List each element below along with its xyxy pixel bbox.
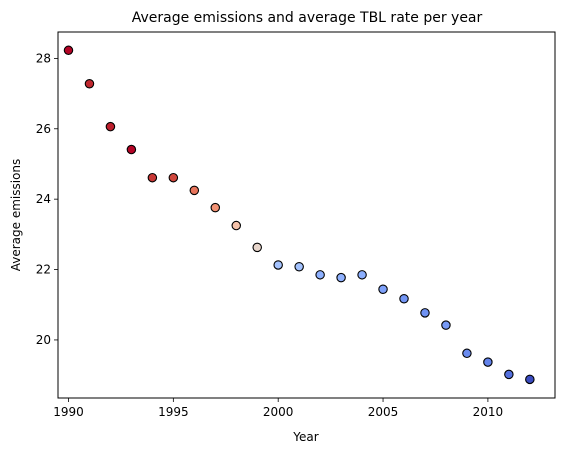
data-point [105,121,116,132]
x-tick-label: 1995 [158,405,189,419]
data-point [231,220,241,231]
data-point [252,242,262,253]
x-tick-label: 2010 [473,405,504,419]
x-axis-label: Year [292,430,318,444]
data-point [378,284,388,295]
data-point [483,357,493,367]
y-tick-label: 22 [36,263,51,277]
y-axis: 20 22 24 26 28 [36,51,58,347]
x-tick-label: 2000 [263,405,294,419]
data-point [399,294,409,304]
y-tick-label: 26 [36,122,51,136]
y-tick-label: 24 [36,192,51,206]
data-points [63,45,535,385]
data-point [441,320,451,330]
data-point [147,172,158,183]
data-point [315,270,325,280]
data-point [84,78,95,89]
data-point [189,185,200,196]
y-axis-label: Average emissions [9,159,23,272]
plot-area [57,31,556,399]
data-point [504,369,514,380]
data-point [294,261,304,272]
data-point [357,270,367,280]
chart-title: Average emissions and average TBL rate p… [132,10,483,26]
data-point [336,272,346,283]
data-point [525,374,535,385]
data-point [126,144,137,155]
data-point [420,308,430,318]
data-point [462,348,472,359]
y-tick-label: 28 [36,51,51,65]
data-point [168,172,179,183]
x-tick-label: 2005 [368,405,399,419]
x-axis: 1990 1995 2000 2005 2010 [53,398,503,419]
data-point [273,260,283,270]
x-tick-label: 1990 [53,405,84,419]
data-point [210,202,221,213]
y-tick-label: 20 [36,333,51,347]
data-point [63,45,74,56]
